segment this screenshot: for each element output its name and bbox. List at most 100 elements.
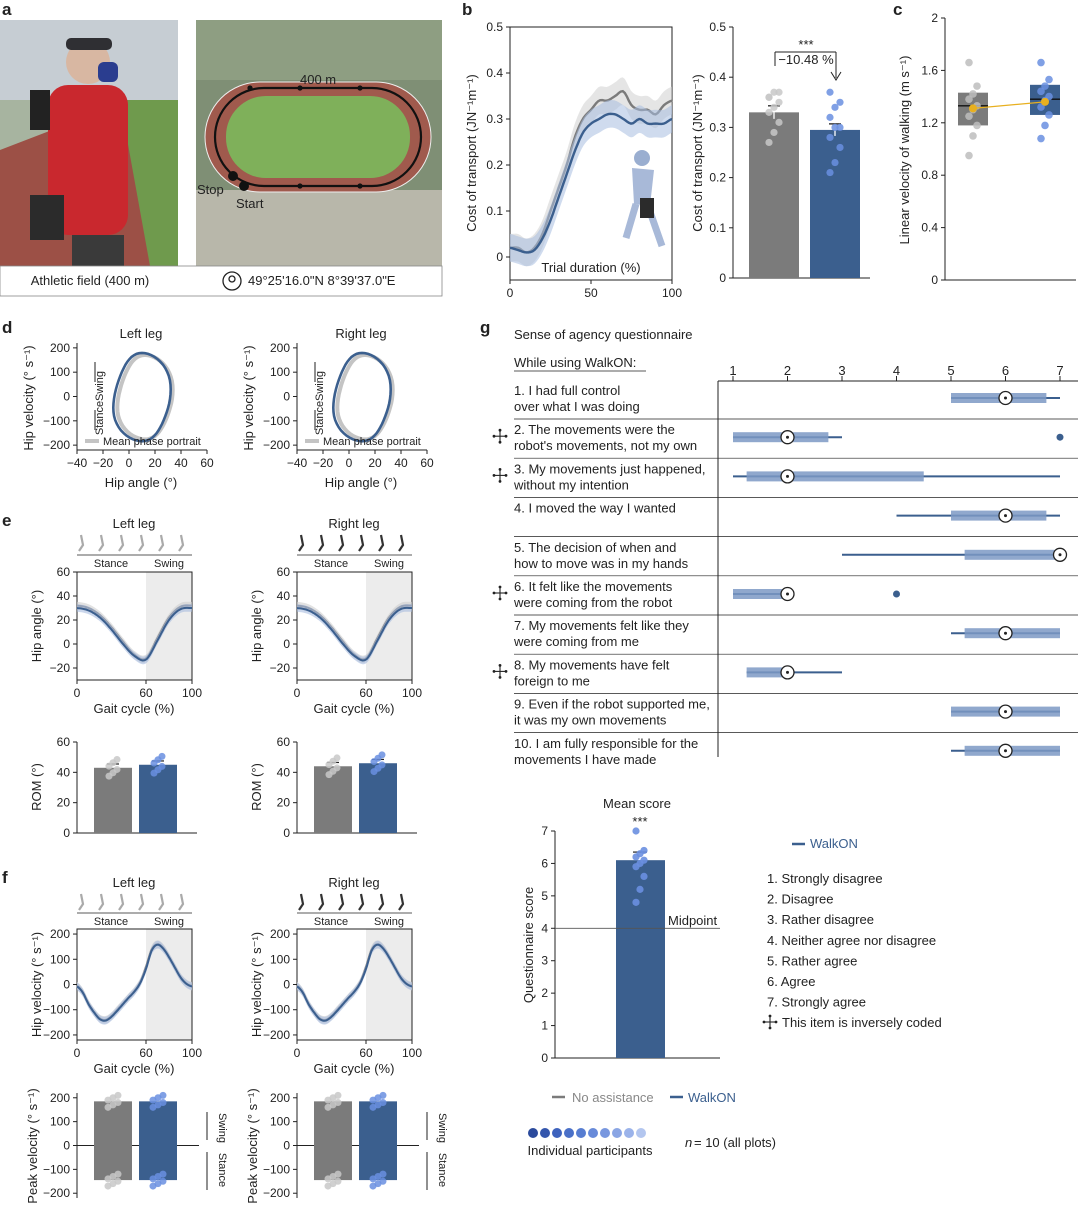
f-line-1 xyxy=(76,943,193,1022)
b-bar-point xyxy=(765,93,773,101)
y-tick-label: 0 xyxy=(63,1139,70,1153)
d-stance-left: Stance xyxy=(94,401,106,435)
y-tick-label: 0 xyxy=(283,978,290,992)
rom-ylabel-right: ROM (°) xyxy=(249,763,264,811)
b-annotation: −10.48 % xyxy=(778,52,834,67)
inverse-coded-icon xyxy=(492,664,508,679)
d-portrait-walkon-left xyxy=(111,351,173,443)
b-trace-xlabel: Trial duration (%) xyxy=(541,260,640,275)
f-title: Left leg xyxy=(113,875,156,890)
gait-stick-figure xyxy=(78,893,85,911)
peak-point-neg xyxy=(159,1170,167,1178)
y-tick-label: −200 xyxy=(43,438,70,452)
f-title: Right leg xyxy=(328,875,379,890)
peak-point-pos xyxy=(334,1091,342,1099)
track-infield xyxy=(226,96,410,178)
c-point xyxy=(973,121,981,130)
g-legend-scale-4: 4. Neither agree nor disagree xyxy=(767,933,936,948)
y-tick-label: 0 xyxy=(63,978,70,992)
gait-stick-figure xyxy=(398,534,405,552)
e-band-0 xyxy=(297,601,412,664)
f-stance-label: Stance xyxy=(314,916,348,928)
peak-ylabel-right: Peak velocity (° s⁻¹) xyxy=(245,1088,260,1203)
location-pin-icon xyxy=(222,271,242,291)
peak-stance-label-left: Stance xyxy=(216,1153,228,1187)
peak-ylabel-left: Peak velocity (° s⁻¹) xyxy=(25,1088,40,1203)
y-tick-label: 100 xyxy=(270,365,290,379)
participant-dot xyxy=(636,1128,646,1138)
g-median-dot xyxy=(786,474,789,478)
x-tick-label: −40 xyxy=(67,456,88,470)
x-tick-label: 0 xyxy=(126,456,133,470)
rom-bar-left-0 xyxy=(94,767,132,833)
y-tick-label: 0 xyxy=(496,250,503,264)
x-tick-label: 0 xyxy=(74,1046,81,1060)
g-item-text: were coming from me xyxy=(513,634,639,649)
x-tick-label: 40 xyxy=(174,456,188,470)
d-ylabel-right: Hip velocity (° s⁻¹) xyxy=(241,345,256,450)
gait-stick-figure xyxy=(298,534,305,552)
b-trace-line-1 xyxy=(509,112,673,254)
cross-tip xyxy=(504,670,508,673)
legend-n-text: = 10 (all plots) xyxy=(694,1135,776,1150)
y-tick-label: 40 xyxy=(277,765,291,779)
f-swing-label: Swing xyxy=(154,916,184,928)
panel-label-b: b xyxy=(462,0,472,19)
y-tick-label: 100 xyxy=(50,952,70,966)
y-tick-label: 200 xyxy=(50,341,70,355)
y-tick-label: 0 xyxy=(283,637,290,651)
inverse-coded-icon xyxy=(762,1014,778,1030)
y-tick-label: 60 xyxy=(277,735,291,749)
y-tick-label: 0 xyxy=(719,271,726,285)
y-tick-label: −100 xyxy=(43,414,70,428)
track-length-label: 400 m xyxy=(300,72,336,87)
c-point xyxy=(1045,111,1053,119)
g-item-text: over what I was doing xyxy=(514,399,640,414)
y-tick-label: −20 xyxy=(50,661,71,675)
gait-stick-figure xyxy=(178,534,185,552)
inverse-coded-icon xyxy=(492,428,508,444)
g-outlier xyxy=(1056,433,1064,441)
x-tick-label: 0 xyxy=(294,686,301,700)
gait-stick-figure xyxy=(138,893,145,911)
g-mean-point xyxy=(640,846,648,855)
panel-label-f: f xyxy=(2,868,8,887)
panel-label-c: c xyxy=(893,0,902,19)
gait-stick-figure xyxy=(398,893,405,911)
trousers xyxy=(72,235,124,266)
b-significance: *** xyxy=(798,37,813,52)
cross-tip xyxy=(762,1020,766,1024)
y-tick-label: 200 xyxy=(270,1091,290,1105)
rom-point xyxy=(378,751,386,759)
x-tick-label: 60 xyxy=(420,456,434,470)
g-legend-scale-2: 2. Disagree xyxy=(767,892,833,907)
g-item-text: 6. It felt like the movements xyxy=(514,579,673,594)
legend-none: No assistance xyxy=(572,1090,654,1105)
f-ylabel: Hip velocity (° s⁻¹) xyxy=(29,932,44,1037)
c-point xyxy=(1037,58,1045,67)
y-tick-label: 0.5 xyxy=(709,20,726,34)
g-legend-walkon: WalkON xyxy=(810,836,858,851)
c-ylabel: Linear velocity of walking (m s⁻¹) xyxy=(897,56,912,245)
c-point xyxy=(965,58,973,67)
y-tick-label: −100 xyxy=(263,1003,290,1017)
x-tick-label: 100 xyxy=(662,286,682,300)
cross-tip xyxy=(768,1014,772,1018)
y-tick-label: 0.1 xyxy=(709,221,726,235)
y-tick-label: 40 xyxy=(57,765,71,779)
y-tick-label: 0 xyxy=(283,826,290,840)
g-median-dot xyxy=(786,592,789,596)
g-median-dot xyxy=(1004,749,1007,753)
b-bar-point xyxy=(775,118,783,126)
e-swing-background xyxy=(366,572,412,680)
b-bar-point xyxy=(770,88,778,96)
rom-point xyxy=(378,761,386,769)
g-scale-label: 4 xyxy=(893,363,900,378)
y-tick-label: 0 xyxy=(63,637,70,651)
g-mean-point xyxy=(632,898,640,906)
panel-label-e: e xyxy=(2,511,11,530)
y-tick-label: 1.2 xyxy=(921,116,938,130)
y-tick-label: 200 xyxy=(50,1091,70,1105)
cross-tip xyxy=(492,434,496,438)
route-arrow xyxy=(247,85,253,91)
